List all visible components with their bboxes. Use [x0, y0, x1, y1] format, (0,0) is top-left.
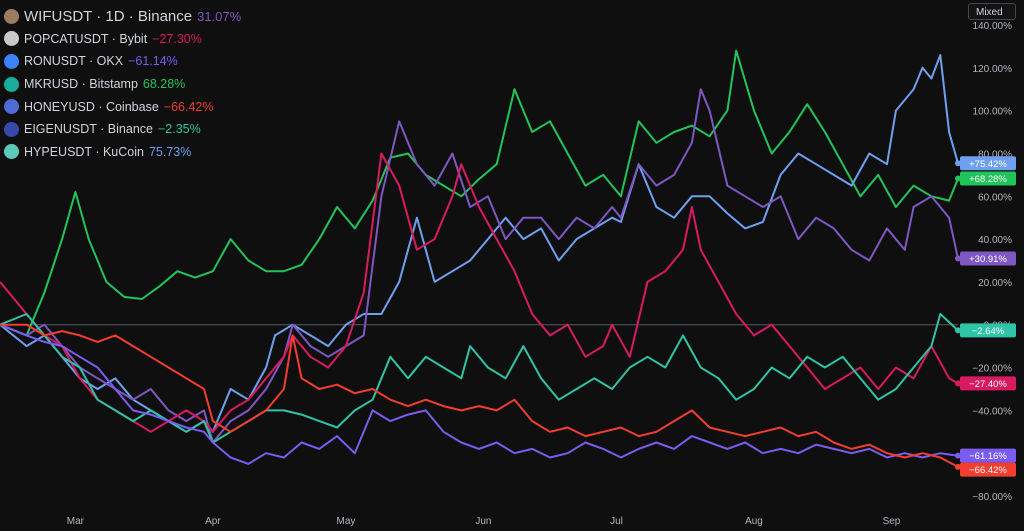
hyperliquid-icon — [4, 144, 19, 160]
y-tick-label: 80.00% — [978, 149, 1012, 160]
x-tick-label: Mar — [67, 516, 85, 527]
legend-item[interactable]: POPCATUSDT · Bybit −27.30% — [4, 28, 241, 51]
legend-item[interactable]: WIFUSDT · 1D · Binance 31.07% — [4, 5, 241, 28]
series-value-label: −61.16% — [969, 451, 1007, 462]
x-tick-label: Sep — [883, 516, 901, 527]
y-tick-label: 60.00% — [978, 192, 1012, 203]
series-value-badge — [960, 462, 1016, 477]
y-tick-label: 140.00% — [973, 21, 1013, 32]
x-tick-label: Jun — [475, 516, 491, 527]
y-tick-label: −80.00% — [972, 492, 1012, 503]
y-tick-label: 120.00% — [973, 64, 1013, 75]
y-tick-label: 20.00% — [978, 278, 1012, 289]
dogwifhat-icon — [4, 8, 19, 24]
y-tick-label: 100.00% — [973, 107, 1013, 118]
x-tick-label: Aug — [745, 516, 763, 527]
legend-symbol: RONUSDT · OKX — [24, 54, 124, 69]
series-value-label: +30.91% — [969, 254, 1007, 265]
y-tick-label: −40.00% — [972, 406, 1012, 417]
series-line[interactable] — [0, 323, 959, 468]
series-value-badge — [960, 448, 1016, 463]
series-end-dot — [955, 327, 961, 334]
legend-change: −66.42% — [163, 99, 214, 114]
eigenlayer-icon — [4, 121, 19, 137]
hivemapper-icon — [4, 99, 19, 115]
x-tick-label: Apr — [205, 516, 221, 527]
series-end-dot — [955, 175, 961, 182]
legend-symbol: HYPEUSDT · KuCoin — [24, 144, 144, 159]
legend-item[interactable]: HYPEUSDT · KuCoin 75.73% — [4, 141, 241, 164]
ronin-icon — [4, 53, 19, 69]
legend-change: −61.14% — [128, 54, 178, 69]
legend-symbol: EIGENUSDT · Binance — [24, 122, 153, 137]
series-value-badge — [960, 251, 1016, 266]
popcat-icon — [4, 31, 19, 47]
legend-change: 75.73% — [148, 144, 192, 159]
legend-item[interactable]: RONUSDT · OKX −61.14% — [4, 50, 241, 73]
legend-change: −27.30% — [152, 31, 202, 46]
legend-change: 31.07% — [197, 8, 242, 24]
maker-icon — [4, 76, 19, 92]
series-value-badge — [960, 323, 1016, 338]
series-line[interactable] — [0, 152, 959, 433]
series-value-badge — [960, 171, 1016, 186]
series-end-dot — [955, 160, 961, 167]
series-value-badge — [960, 376, 1016, 391]
series-value-label: −66.42% — [969, 465, 1007, 476]
legend-symbol: POPCATUSDT · Bybit — [24, 31, 148, 46]
x-tick-label: Jul — [610, 516, 623, 527]
legend-change: −2.35% — [157, 122, 201, 137]
y-tick-label: −20.00% — [972, 364, 1012, 375]
series-value-label: +68.28% — [969, 174, 1007, 185]
legend-symbol: MKRUSD · Bitstamp — [24, 77, 138, 92]
series-line[interactable] — [0, 323, 959, 465]
legend-item[interactable]: HONEYUSD · Coinbase −66.42% — [4, 95, 241, 118]
legend-symbol: HONEYUSD · Coinbase — [24, 99, 159, 114]
scale-mode-button[interactable]: Mixed — [968, 3, 1016, 20]
series-line[interactable] — [0, 49, 959, 337]
series-end-dot — [955, 452, 961, 459]
series-end-dot — [955, 380, 961, 387]
legend-item[interactable]: MKRUSD · Bitstamp 68.28% — [4, 73, 241, 96]
series-line[interactable] — [0, 313, 959, 444]
series-value-label: −27.40% — [969, 379, 1007, 390]
series-value-badge — [960, 156, 1016, 171]
legend-change: 68.28% — [142, 77, 186, 92]
series-value-label: −2.64% — [972, 326, 1005, 337]
legend-symbol: WIFUSDT · 1D · Binance — [24, 7, 193, 25]
series-value-label: +75.42% — [969, 159, 1007, 170]
series-end-dot — [955, 463, 961, 470]
series-legend: WIFUSDT · 1D · Binance 31.07% POPCATUSDT ·… — [4, 5, 241, 163]
y-tick-label: 40.00% — [978, 235, 1012, 246]
series-end-dot — [955, 255, 961, 262]
x-tick-label: May — [336, 516, 355, 527]
legend-item[interactable]: EIGENUSDT · Binance −2.35% — [4, 118, 241, 141]
